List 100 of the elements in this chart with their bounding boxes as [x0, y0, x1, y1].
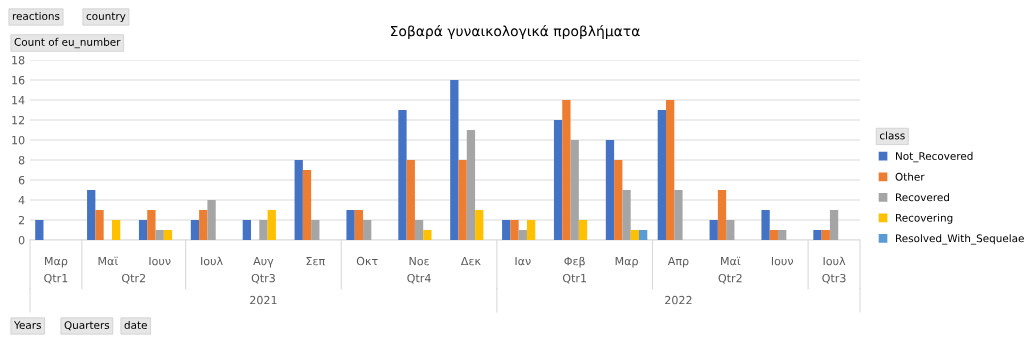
- bar: [414, 220, 424, 240]
- bar: [450, 80, 459, 240]
- legend-label: Resolved_With_Sequelae: [896, 234, 1024, 245]
- bar: [302, 170, 312, 240]
- bar: [665, 100, 675, 240]
- x-tick-label: Δεκ: [460, 257, 481, 266]
- bar: [578, 220, 588, 240]
- text: Qtr2: [718, 273, 742, 284]
- bar: [406, 160, 415, 240]
- text: Qtr3: [251, 273, 275, 284]
- bar: [639, 230, 648, 240]
- x-tick-label: Ιουλ: [201, 256, 223, 266]
- x-tick-label: Ιαν: [515, 257, 531, 266]
- bar: [207, 200, 216, 240]
- bar: [346, 210, 355, 240]
- text: date: [124, 320, 147, 330]
- bar: [526, 220, 536, 240]
- bar: [502, 220, 511, 240]
- x-tick-label: Αυγ: [253, 257, 274, 268]
- y-tick-label: 16: [12, 75, 25, 85]
- bar: [813, 230, 822, 240]
- text: Qtr3: [822, 273, 846, 284]
- bar: [466, 130, 476, 240]
- bar: [510, 220, 519, 240]
- bar: [674, 190, 683, 240]
- bar: [630, 230, 640, 240]
- legend-label: Recovering: [896, 213, 953, 224]
- x-tick-label: Φεβ: [564, 256, 585, 268]
- bar: [311, 220, 320, 240]
- bar: [259, 220, 268, 240]
- text: Qtr1: [44, 273, 68, 284]
- chart-title: Σοβαρά γυναικολογικά προβλήματα: [391, 25, 640, 39]
- bar: [518, 230, 527, 240]
- y-tick-label: 14: [12, 96, 25, 105]
- x-tick-label: Ιουν: [149, 257, 171, 266]
- y-tick-label: 2: [18, 215, 25, 225]
- bar: [562, 100, 571, 240]
- legend-title: class: [879, 131, 905, 140]
- bar: [199, 210, 208, 240]
- text: country: [86, 12, 126, 23]
- x-tick-label: Μαρ: [615, 257, 638, 268]
- x-tick-label: Απρ: [667, 257, 689, 268]
- bar: [726, 220, 735, 240]
- bar: [829, 210, 839, 240]
- text: Years: [13, 321, 41, 330]
- bar: [553, 120, 563, 240]
- bar: [778, 230, 787, 240]
- bar: [614, 160, 623, 240]
- bar: [294, 160, 303, 240]
- bar: [242, 220, 251, 240]
- bar: [475, 210, 484, 240]
- bar: [657, 110, 666, 240]
- legend-label: Not_Recovered: [896, 151, 973, 163]
- y-tick-label: 12: [12, 115, 25, 125]
- y-tick-label: 6: [18, 175, 25, 185]
- bar: [458, 160, 467, 240]
- text: 2021: [250, 295, 277, 305]
- text: reactions: [12, 11, 60, 21]
- bar: [354, 210, 364, 240]
- y-axis-title: Count of eu_number: [14, 37, 121, 49]
- text: Quarters: [64, 321, 110, 331]
- bar: [423, 230, 432, 240]
- bar: [190, 220, 200, 240]
- x-tick-label: Ιουλ: [823, 256, 846, 266]
- y-tick-label: 10: [12, 135, 25, 145]
- bar: [622, 190, 631, 240]
- y-tick-label: 8: [18, 155, 25, 165]
- bar: [138, 220, 148, 240]
- legend-label: Other: [895, 172, 925, 181]
- bar: [821, 230, 830, 240]
- y-tick-label: 4: [18, 196, 25, 205]
- bar: [111, 220, 121, 240]
- bar: [761, 210, 770, 240]
- bar: [570, 140, 579, 240]
- x-tick-label: Μαρ: [45, 257, 68, 268]
- text: Qtr4: [407, 273, 431, 284]
- bar: [709, 220, 718, 240]
- bar: [363, 220, 372, 240]
- x-tick-label: Σεπ: [306, 257, 325, 266]
- x-tick-label: Μαϊ: [98, 256, 118, 266]
- legend-label: Recovered: [896, 193, 949, 202]
- x-tick-label: Νοε: [409, 257, 429, 266]
- text: Qtr2: [122, 273, 146, 284]
- text: 2022: [665, 295, 692, 305]
- bar: [163, 230, 173, 240]
- bar: [398, 110, 407, 240]
- bar: [769, 230, 779, 240]
- x-tick-label: Οκτ: [356, 256, 378, 266]
- x-tick-label: Μαϊ: [721, 256, 741, 266]
- bar: [35, 220, 44, 240]
- bar: [267, 210, 276, 240]
- x-tick-label: Ιουν: [771, 257, 794, 266]
- y-tick-label: 18: [12, 55, 25, 65]
- bar: [605, 140, 615, 240]
- y-tick-label: 0: [18, 235, 25, 245]
- bar: [155, 230, 164, 240]
- bar: [95, 210, 104, 240]
- bar: [717, 190, 727, 240]
- bar: [147, 210, 156, 240]
- bar: [87, 190, 96, 240]
